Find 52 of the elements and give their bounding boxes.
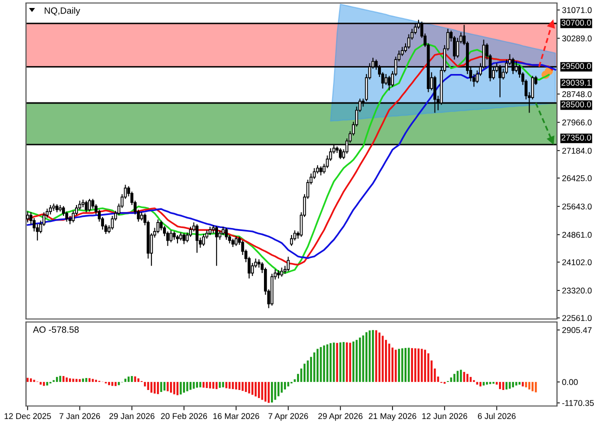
- x-tick-label: 12 Dec 2025: [4, 413, 51, 420]
- x-tick-label: 7 Jan 2026: [60, 413, 100, 420]
- candlestick: [26, 211, 30, 223]
- y-tick-label: 0.00: [562, 379, 578, 386]
- y-tick-label: 27966.0: [562, 120, 592, 126]
- y-tick-label: 30289.0: [562, 35, 592, 42]
- y-tick-label: 24861.0: [562, 232, 592, 238]
- candlestick: [224, 227, 228, 240]
- candlestick: [182, 232, 186, 245]
- x-tick-label: 12 Jun 2026: [422, 413, 468, 420]
- candlestick: [196, 224, 198, 254]
- candlestick: [290, 234, 293, 246]
- candlestick: [250, 262, 254, 276]
- x-tick-label: 29 Apr 2026: [318, 413, 362, 421]
- y-tick-label: 25643.0: [562, 204, 592, 210]
- x-tick-label: 6 Jul 2026: [478, 412, 516, 420]
- candlestick: [156, 219, 160, 234]
- candlestick: [234, 236, 238, 246]
- x-tick-label: 29 Jan 2026: [109, 413, 154, 420]
- text: 29039.1: [562, 80, 591, 86]
- candlestick: [280, 267, 284, 278]
- ref-line-label: 30700.0: [561, 20, 591, 26]
- candlestick: [110, 215, 114, 230]
- candlestick: [170, 230, 172, 243]
- candlestick: [202, 233, 206, 246]
- y-tick-label: 31071.0: [562, 7, 592, 14]
- x-tick-label: 20 Feb 2026: [161, 412, 208, 420]
- y-tick-label: 28748.0: [562, 91, 592, 98]
- point: [546, 19, 555, 29]
- y-tick-label: 22561.0: [562, 315, 592, 321]
- chart-title: AO -578.58: [32, 326, 79, 333]
- y-tick-label: -1170.35: [562, 400, 594, 406]
- y-tick-label: 27184.0: [562, 148, 592, 154]
- y-tick-label: 24102.0: [562, 259, 592, 266]
- x-tick-label: 21 May 2026: [368, 413, 416, 421]
- candlestick: [218, 230, 222, 240]
- candlestick: [319, 166, 322, 176]
- x-tick-label: 7 Apr 2026: [268, 413, 308, 421]
- ref-line-label: 29500.0: [562, 63, 591, 70]
- y-tick-label: 23320.0: [562, 288, 592, 294]
- ref-line-label: 27350.0: [562, 134, 591, 141]
- ref-line-label: 28500.0: [562, 101, 591, 108]
- y-tick-label: 2905.47: [562, 327, 592, 334]
- candlestick: [48, 204, 52, 215]
- y-tick-label: 26425.0: [562, 175, 592, 182]
- chart-title: NQ,Daily: [44, 7, 80, 16]
- point: [546, 136, 554, 145]
- candlestick: [88, 198, 91, 212]
- x-tick-label: 16 Mar 2026: [213, 413, 260, 420]
- candlestick: [215, 226, 218, 266]
- candlestick: [384, 74, 388, 86]
- candlestick: [338, 148, 342, 160]
